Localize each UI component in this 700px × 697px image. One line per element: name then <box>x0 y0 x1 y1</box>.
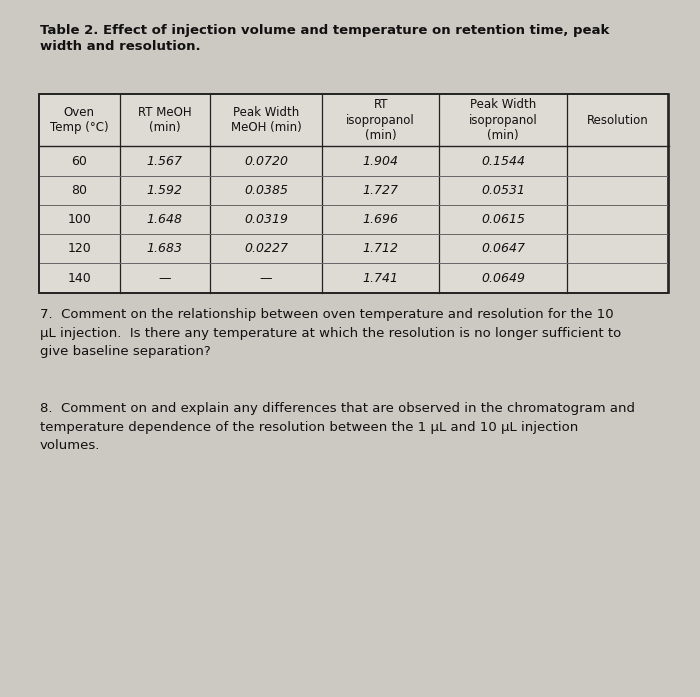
Text: —: — <box>159 272 171 284</box>
Text: 0.0531: 0.0531 <box>481 184 525 197</box>
Text: Peak Width
isopropanol
(min): Peak Width isopropanol (min) <box>469 98 538 142</box>
Text: 8.  Comment on and explain any differences that are observed in the chromatogram: 8. Comment on and explain any difference… <box>40 402 635 452</box>
Text: 0.0720: 0.0720 <box>244 155 288 167</box>
Text: 0.0385: 0.0385 <box>244 184 288 197</box>
Text: RT
isopropanol
(min): RT isopropanol (min) <box>346 98 415 142</box>
Text: 0.0647: 0.0647 <box>481 243 525 255</box>
Text: 1.741: 1.741 <box>363 272 399 284</box>
Text: Resolution: Resolution <box>587 114 649 127</box>
Text: 0.0227: 0.0227 <box>244 243 288 255</box>
Text: 0.0615: 0.0615 <box>481 213 525 226</box>
Text: 1.567: 1.567 <box>147 155 183 167</box>
Text: width and resolution.: width and resolution. <box>40 40 200 53</box>
Text: 1.648: 1.648 <box>147 213 183 226</box>
Text: Table 2. Effect of injection volume and temperature on retention time, peak: Table 2. Effect of injection volume and … <box>40 24 609 38</box>
Text: Oven
Temp (°C): Oven Temp (°C) <box>50 106 108 135</box>
Text: 140: 140 <box>67 272 91 284</box>
Text: 1.712: 1.712 <box>363 243 399 255</box>
Text: 1.904: 1.904 <box>363 155 399 167</box>
Text: 0.0319: 0.0319 <box>244 213 288 226</box>
Text: 1.592: 1.592 <box>147 184 183 197</box>
Text: 1.727: 1.727 <box>363 184 399 197</box>
Text: 7.  Comment on the relationship between oven temperature and resolution for the : 7. Comment on the relationship between o… <box>40 308 621 358</box>
Text: 60: 60 <box>71 155 88 167</box>
Text: Peak Width
MeOH (min): Peak Width MeOH (min) <box>230 106 302 135</box>
Text: 1.683: 1.683 <box>147 243 183 255</box>
Text: 120: 120 <box>67 243 91 255</box>
Text: 100: 100 <box>67 213 91 226</box>
Text: 80: 80 <box>71 184 88 197</box>
Text: 0.1544: 0.1544 <box>481 155 525 167</box>
Text: —: — <box>260 272 272 284</box>
Text: 1.696: 1.696 <box>363 213 399 226</box>
Text: 0.0649: 0.0649 <box>481 272 525 284</box>
Text: RT MeOH
(min): RT MeOH (min) <box>138 106 192 135</box>
